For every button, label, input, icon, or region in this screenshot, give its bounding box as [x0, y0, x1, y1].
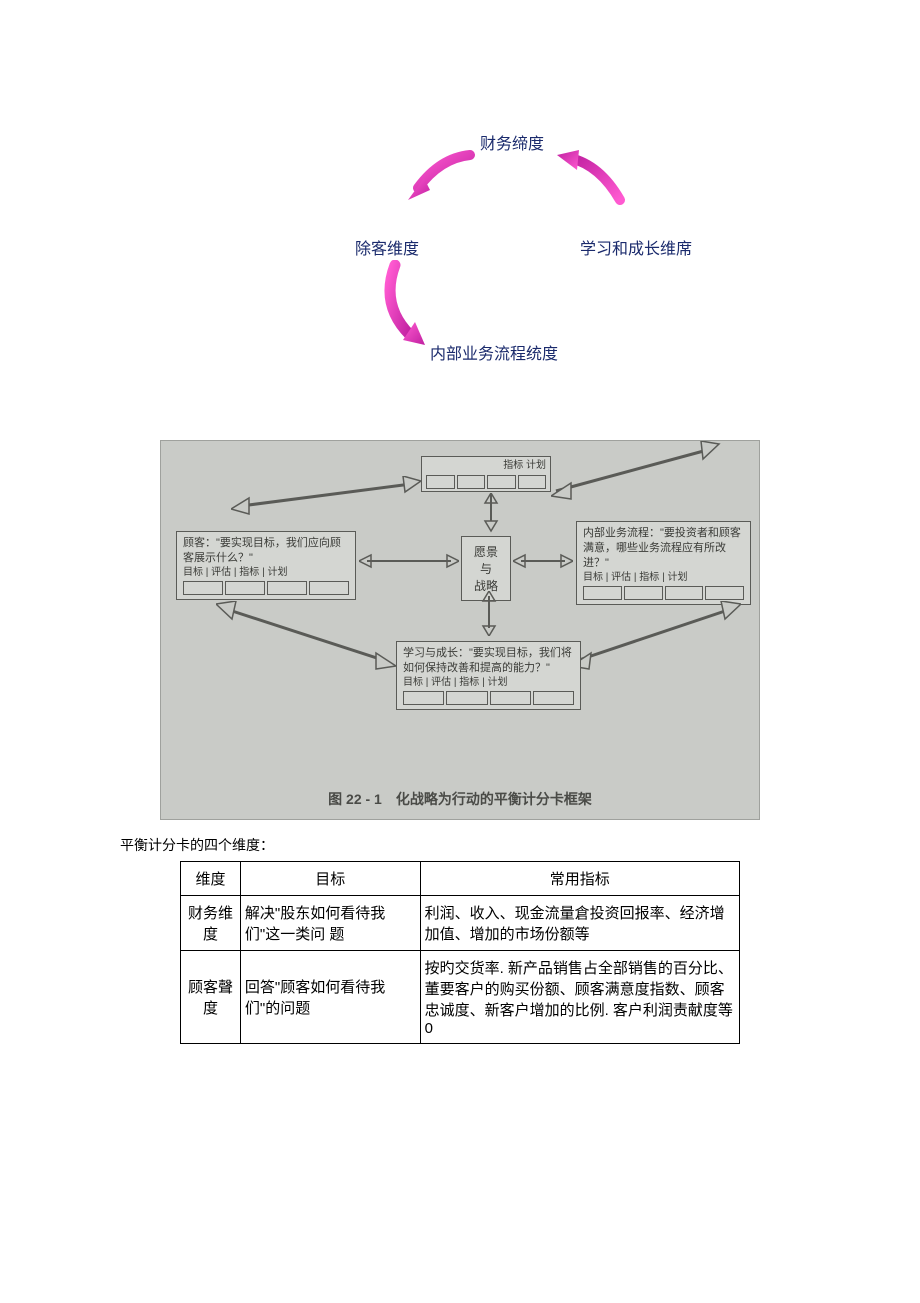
- cell-metric: 利润、收入、现金流量倉投资回报率、经济增加值、增加的市场份额等: [420, 896, 739, 951]
- th-goal: 目标: [240, 862, 420, 896]
- th-metric: 常用指标: [420, 862, 739, 896]
- cell-dim: 顾客聲度: [181, 951, 241, 1044]
- finance-row-labels: 指标 计划: [426, 459, 546, 473]
- internal-row-labels: 目标 | 评估 | 指标 | 计划: [583, 571, 744, 585]
- table-header-row: 维度 目标 常用指标: [181, 862, 740, 896]
- bsc-table: 维度 目标 常用指标 财务维度 解决"股东如何看待我们"这一类问 题 利润、收入…: [180, 861, 740, 1044]
- arrow-top-right-icon: [555, 150, 635, 210]
- customer-row-labels: 目标 | 评估 | 指标 | 计划: [183, 566, 349, 580]
- cell-dim: 财务维度: [181, 896, 241, 951]
- scan-caption: 图 22 - 1 化战略为行动的平衡计分卡框架: [161, 789, 759, 809]
- cycle-label-bottom: 内部业务流程统度: [430, 340, 558, 364]
- learning-row-labels: 目标 | 评估 | 指标 | 计划: [403, 676, 574, 690]
- cycle-label-top: 财务缔度: [480, 130, 544, 154]
- cell-metric: 按旳交货率. 新产品销售占全部销售的百分比、董要客户的购买份额、顾客满意度指数、…: [420, 951, 739, 1044]
- section-title: 平衡计分卡的四个维度：: [120, 835, 920, 855]
- cycle-diagram: 财务缔度 除客维度 学习和成长维席 内部业务流程统度: [160, 120, 760, 400]
- scan-box-customer: 顾客："要实现目标，我们应向顾客展示什么？" 目标 | 评估 | 指标 | 计划: [176, 531, 356, 600]
- table-row: 财务维度 解决"股东如何看待我们"这一类问 题 利润、收入、现金流量倉投资回报率…: [181, 896, 740, 951]
- scan-box-internal: 内部业务流程："要投资者和顾客满意，哪些业务流程应有所改进？" 目标 | 评估 …: [576, 521, 751, 605]
- internal-text: 内部业务流程："要投资者和顾客满意，哪些业务流程应有所改进？": [583, 526, 744, 571]
- scan-diagram: 指标 计划 顾客："要实现目标，我们应向顾客展示什么？" 目标 | 评估 | 指…: [160, 440, 760, 820]
- arrow-down-icon: [481, 493, 501, 533]
- scan-box-finance-fragment: 指标 计划: [421, 456, 551, 492]
- arrow-bottom-left-icon: [375, 260, 445, 350]
- arrow-diag-bl-icon: [216, 601, 396, 671]
- arrow-top-left-icon: [400, 150, 480, 210]
- learning-text: 学习与成长："要实现目标，我们将如何保持改善和提高的能力？": [403, 646, 574, 676]
- arrow-diag-br-icon: [571, 601, 741, 671]
- cycle-label-left: 除客维度: [355, 235, 419, 259]
- arrow-diag-tr-icon: [551, 441, 721, 501]
- th-dimension: 维度: [181, 862, 241, 896]
- arrow-center-down-icon: [479, 591, 499, 636]
- table-row: 顾客聲度 回答"顾客如何看待我们"的问题 按旳交货率. 新产品销售占全部销售的百…: [181, 951, 740, 1044]
- cycle-label-right: 学习和成长维席: [580, 235, 692, 259]
- customer-text: 顾客："要实现目标，我们应向顾客展示什么？": [183, 536, 349, 566]
- arrow-left-horiz-icon: [359, 551, 459, 571]
- cell-goal: 回答"顾客如何看待我们"的问题: [240, 951, 420, 1044]
- arrow-diag-tl-icon: [231, 476, 421, 516]
- scan-box-learning: 学习与成长："要实现目标，我们将如何保持改善和提高的能力？" 目标 | 评估 |…: [396, 641, 581, 710]
- page: 财务缔度 除客维度 学习和成长维席 内部业务流程统度: [0, 0, 920, 1104]
- arrow-right-horiz-icon: [513, 551, 573, 571]
- cell-goal: 解决"股东如何看待我们"这一类问 题: [240, 896, 420, 951]
